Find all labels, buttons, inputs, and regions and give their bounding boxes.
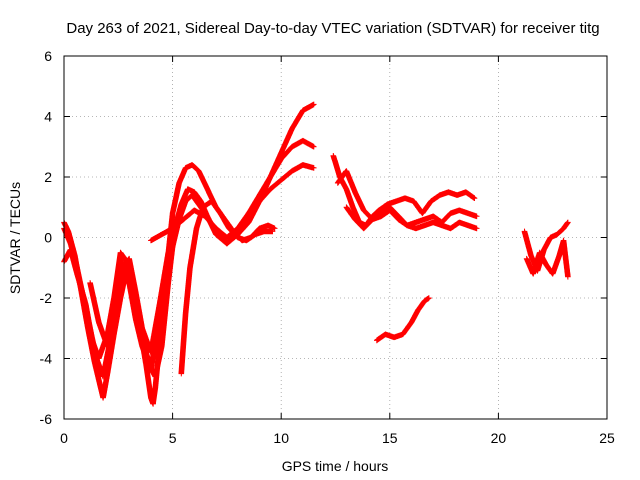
data-point-markers — [61, 137, 317, 374]
x-tick-label: 0 — [60, 430, 68, 446]
y-tick-label: -2 — [40, 290, 53, 306]
y-tick-label: -6 — [40, 411, 53, 427]
x-tick-label: 5 — [169, 430, 177, 446]
x-tick-label: 25 — [599, 430, 615, 446]
series-track-10 — [374, 295, 432, 344]
y-tick-label: -4 — [40, 351, 53, 367]
y-tick-label: 4 — [44, 109, 52, 125]
data-series — [61, 101, 571, 407]
x-axis-label: GPS time / hours — [282, 458, 389, 474]
x-tick-label: 10 — [273, 430, 289, 446]
series-track-6 — [87, 249, 172, 356]
series-track-4 — [148, 162, 317, 244]
x-tick-label: 15 — [382, 430, 398, 446]
grid — [64, 56, 607, 419]
series-track-5 — [178, 198, 276, 377]
data-point-markers — [61, 101, 317, 380]
y-tick-label: 6 — [44, 48, 52, 64]
data-point-markers — [374, 295, 432, 344]
data-point-markers — [343, 204, 480, 232]
series-track-2 — [61, 101, 317, 380]
y-tick-label: 2 — [44, 169, 52, 185]
data-point-markers — [148, 162, 317, 244]
data-point-markers — [523, 237, 571, 280]
series-track-3 — [61, 137, 317, 374]
series-track-9 — [343, 204, 480, 232]
data-point-markers — [87, 249, 172, 356]
plot-frame — [63, 55, 608, 420]
data-point-markers — [178, 198, 276, 377]
series-track-12 — [523, 237, 571, 280]
y-axis-label: SDTVAR / TECUs — [7, 182, 23, 294]
x-tick-label: 20 — [491, 430, 507, 446]
y-tick-label: 0 — [44, 230, 52, 246]
chart-title: Day 263 of 2021, Sidereal Day-to-day VTE… — [66, 20, 599, 37]
